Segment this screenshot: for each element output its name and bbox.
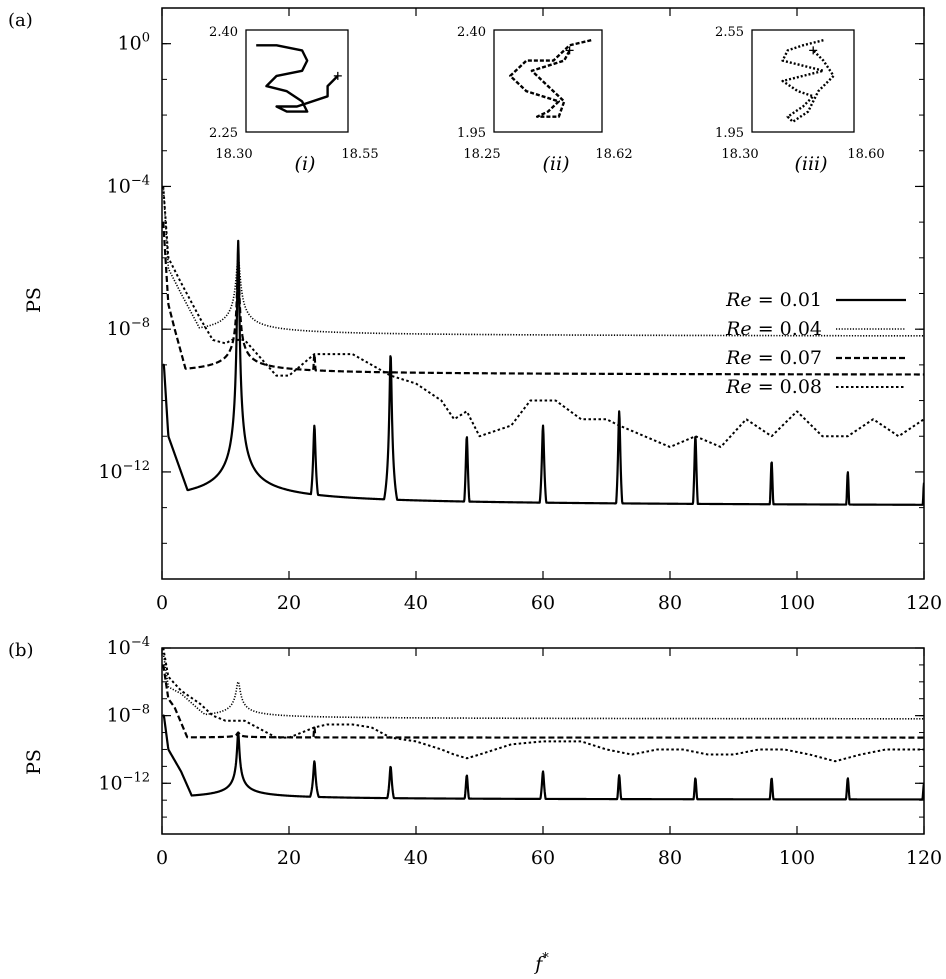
series-line-4 xyxy=(162,186,924,448)
panel-b-series-group xyxy=(162,648,924,801)
panel-a: (a) PS 0 20 40 60 80 100 120 100 10−4 10−8 10−12 R… xyxy=(8,7,942,614)
y-tick-label: 10−4 xyxy=(107,635,150,659)
inset-start-marker xyxy=(333,71,342,80)
panel-b-ylabel: PS xyxy=(23,749,45,775)
inset-trajectory xyxy=(256,44,339,113)
x-tick-label: 120 xyxy=(906,592,942,614)
panel-b-axes xyxy=(161,647,925,835)
series-line-2 xyxy=(162,652,924,720)
panel-b: (b) PS 0 20 40 60 80 100 120 10−4 10−8 10−12 f* xyxy=(8,635,942,975)
panel-a-axes xyxy=(161,7,925,580)
insets: 2.40 2.25 18.30 18.55 (i) 2.40 1.95 18.25 18.62 (… xyxy=(209,25,885,175)
legend-label: Re = 0.07 xyxy=(725,347,822,369)
x-tick-label: 80 xyxy=(658,592,682,614)
x-tick-label: 40 xyxy=(404,847,428,869)
inset-label: (iii) xyxy=(794,153,827,175)
inset-3: 2.55 1.95 18.30 18.60 (iii) xyxy=(715,25,885,175)
inset-ytick-top: 2.55 xyxy=(715,25,744,40)
x-tick-label: 0 xyxy=(156,847,168,869)
inset-trajectory xyxy=(509,39,592,118)
legend-label: Re = 0.04 xyxy=(725,318,822,340)
series-line-3 xyxy=(162,221,924,376)
inset-ytick-top: 2.40 xyxy=(209,25,238,40)
plot-frame xyxy=(161,647,925,835)
inset-ytick-bottom: 1.95 xyxy=(457,126,486,141)
x-tick-label: 60 xyxy=(531,592,555,614)
y-tick-label: 100 xyxy=(118,31,150,55)
y-tick-label: 10−8 xyxy=(107,316,150,340)
x-tick-label: 80 xyxy=(658,847,682,869)
inset-2: 2.40 1.95 18.25 18.62 (ii) xyxy=(457,25,633,175)
series-line-1 xyxy=(162,714,924,801)
x-tick-label: 0 xyxy=(156,592,168,614)
y-tick-label: 10−4 xyxy=(107,173,150,197)
inset-1: 2.40 2.25 18.30 18.55 (i) xyxy=(209,25,379,175)
panel-a-tick-labels: 0 20 40 60 80 100 120 100 10−4 10−8 10−12 xyxy=(98,31,942,614)
x-tick-label: 60 xyxy=(531,847,555,869)
inset-xtick-right: 18.55 xyxy=(341,147,378,162)
x-tick-label: 120 xyxy=(906,847,942,869)
y-tick-label: 10−8 xyxy=(107,703,150,727)
panel-a-ylabel: PS xyxy=(23,287,45,313)
panel-b-xlabel: f* xyxy=(533,951,549,975)
series-line-4 xyxy=(162,648,924,763)
series-line-2 xyxy=(162,186,924,337)
inset-ytick-bottom: 2.25 xyxy=(209,126,238,141)
inset-trajectory xyxy=(781,39,835,124)
inset-start-marker xyxy=(565,46,574,55)
inset-xtick-left: 18.30 xyxy=(215,147,252,162)
panel-b-label: (b) xyxy=(8,640,34,661)
legend: Re = 0.01 Re = 0.04 Re = 0.07 Re = 0.08 xyxy=(725,289,906,398)
x-tick-label: 20 xyxy=(277,847,301,869)
x-tick-label: 100 xyxy=(779,592,815,614)
inset-label: (ii) xyxy=(543,153,570,175)
panel-b-tick-labels: 0 20 40 60 80 100 120 10−4 10−8 10−12 xyxy=(98,635,942,869)
inset-xtick-right: 18.60 xyxy=(847,147,884,162)
x-tick-label: 40 xyxy=(404,592,428,614)
y-tick-label: 10−12 xyxy=(98,770,150,794)
legend-label: Re = 0.08 xyxy=(725,376,822,398)
inset-ytick-top: 2.40 xyxy=(457,25,486,40)
legend-label: Re = 0.01 xyxy=(725,289,822,311)
inset-frame xyxy=(751,29,855,133)
inset-ytick-bottom: 1.95 xyxy=(715,126,744,141)
inset-start-marker xyxy=(809,46,818,55)
series-line-1 xyxy=(162,239,924,506)
inset-xtick-left: 18.30 xyxy=(721,147,758,162)
inset-frame xyxy=(245,29,349,133)
series-line-3 xyxy=(162,664,924,739)
panel-a-series-group xyxy=(162,186,924,506)
inset-label: (i) xyxy=(295,153,316,175)
x-tick-label: 20 xyxy=(277,592,301,614)
inset-frame xyxy=(493,29,603,133)
x-tick-label: 100 xyxy=(779,847,815,869)
inset-xtick-left: 18.25 xyxy=(463,147,500,162)
y-tick-label: 10−12 xyxy=(98,459,150,483)
panel-a-label: (a) xyxy=(8,10,33,31)
inset-xtick-right: 18.62 xyxy=(595,147,632,162)
